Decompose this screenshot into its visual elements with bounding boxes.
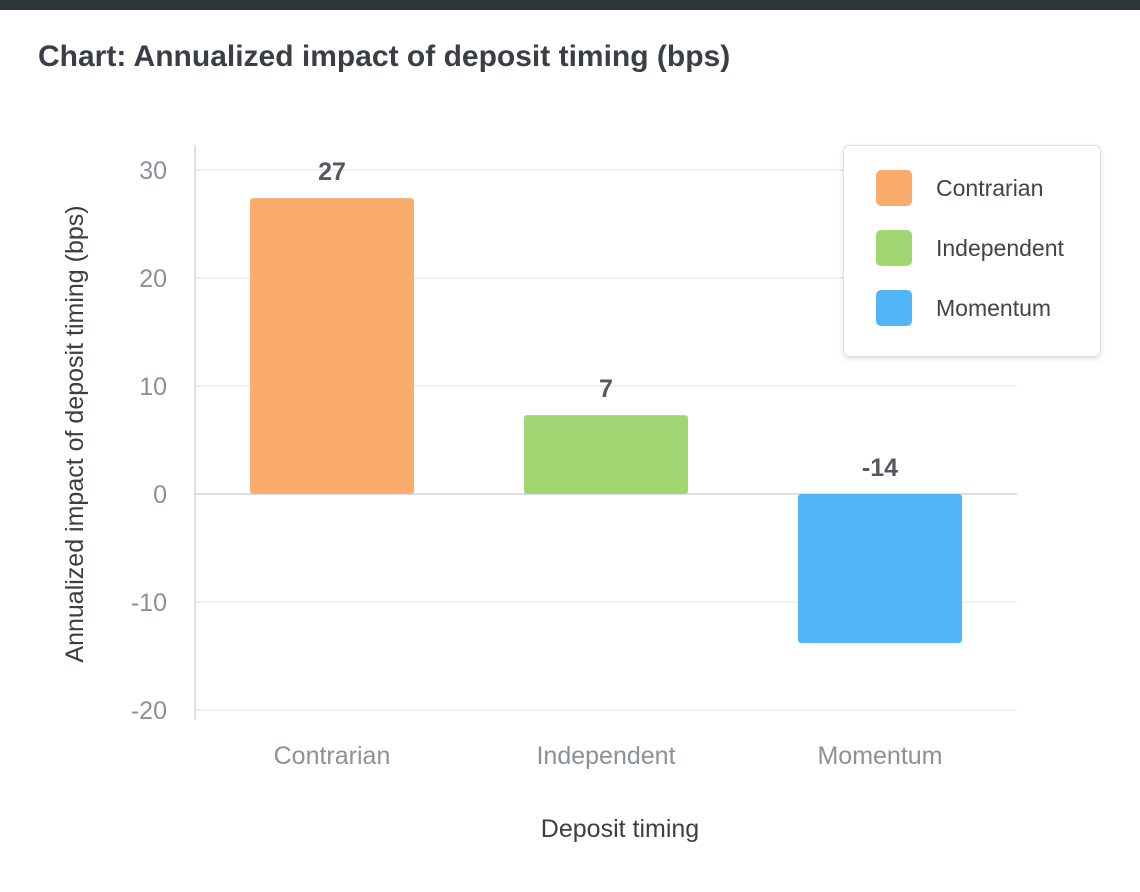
bars	[250, 198, 962, 644]
x-axis-title: Deposit timing	[541, 815, 699, 843]
y-tick-label: 0	[153, 481, 167, 509]
data-labels: 27 7 -14	[318, 158, 898, 482]
y-tick-label: -20	[131, 697, 167, 725]
x-tick-label: Momentum	[817, 742, 942, 770]
legend-swatch-momentum	[876, 290, 912, 326]
data-label: 27	[318, 158, 346, 186]
bar-contrarian[interactable]	[250, 198, 414, 494]
axes: 30 20 10 0 -10 -20 Contrarian Independent Moment…	[131, 145, 943, 770]
data-label: 7	[599, 375, 613, 403]
legend-item-independent[interactable]: Independent	[876, 229, 1064, 267]
legend-label: Contrarian	[936, 174, 1044, 201]
chart-title: Chart: Annualized impact of deposit timi…	[38, 40, 731, 73]
legend-label: Momentum	[936, 294, 1052, 321]
legend-item-momentum[interactable]: Momentum	[876, 289, 1051, 327]
y-tick-label: 10	[139, 373, 167, 401]
legend-label: Independent	[936, 234, 1064, 261]
data-label: -14	[862, 454, 898, 482]
bar-independent[interactable]	[524, 415, 688, 494]
y-tick-label: 30	[139, 157, 167, 185]
top-bar	[0, 0, 1140, 10]
x-tick-label: Contrarian	[274, 742, 391, 770]
y-tick-label: -10	[131, 589, 167, 617]
legend: Contrarian Independent Momentum	[843, 145, 1101, 357]
y-tick-label: 20	[139, 265, 167, 293]
legend-item-contrarian[interactable]: Contrarian	[876, 169, 1043, 207]
legend-swatch-contrarian	[876, 170, 912, 206]
legend-swatch-independent	[876, 230, 912, 266]
bar-momentum[interactable]	[798, 494, 962, 644]
x-tick-label: Independent	[536, 742, 675, 770]
y-axis-title: Annualized impact of deposit timing (bps…	[61, 205, 89, 662]
